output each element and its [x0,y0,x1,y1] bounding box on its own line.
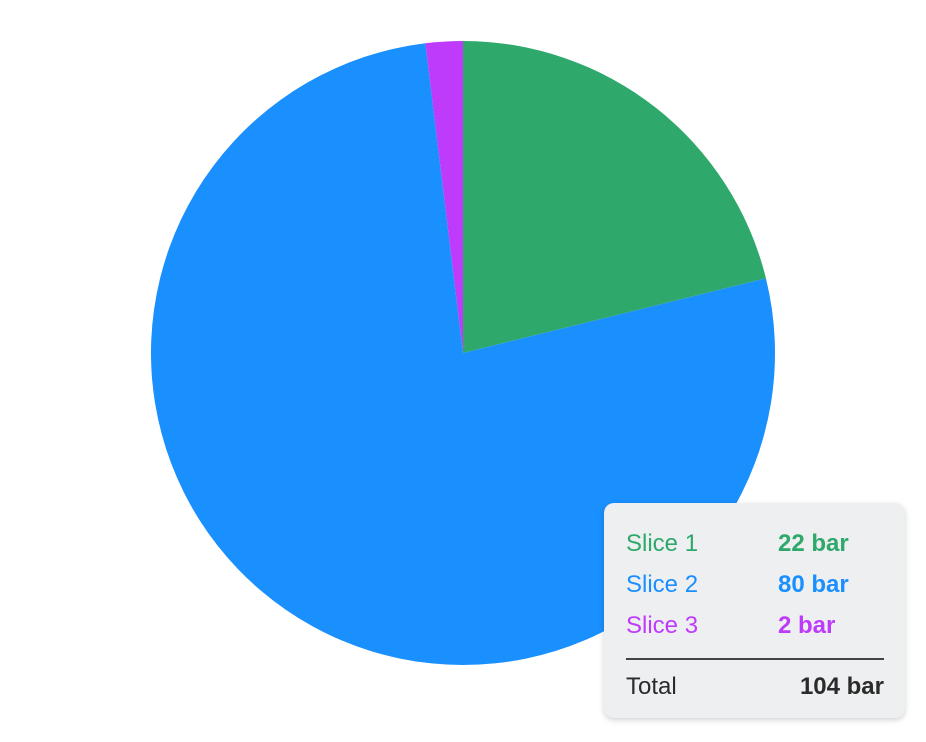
tooltip-row-slice-2: Slice 2 80 bar [626,564,884,605]
slice-3-value: 2 bar [778,611,836,639]
tooltip-row-slice-1: Slice 1 22 bar [626,523,884,564]
total-name: Total [626,672,677,700]
slice-3-name: Slice 3 [626,611,699,639]
slice-1-name: Slice 1 [626,529,699,557]
tooltip: Slice 1 22 bar Slice 2 80 bar Slice 3 2 … [604,503,905,718]
tooltip-row-slice-3: Slice 3 2 bar [626,605,884,646]
tooltip-divider [626,658,884,660]
tooltip-row-total: Total 104 bar [626,666,884,707]
slice-2-value: 80 bar [778,570,849,598]
slice-1-value: 22 bar [778,529,849,557]
slice-2-name: Slice 2 [626,570,699,598]
pie-slice-3[interactable] [425,41,463,353]
total-value: 104 bar [799,672,884,700]
pie-slice-1[interactable] [463,41,766,353]
